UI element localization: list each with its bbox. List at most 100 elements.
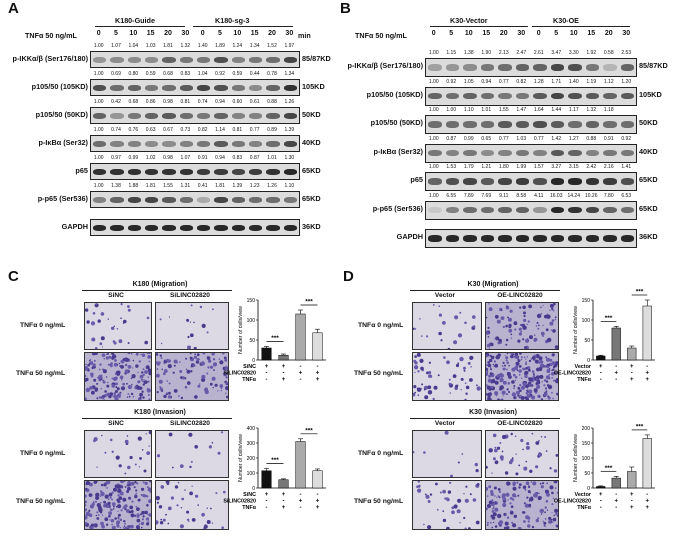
stained-cell: [486, 367, 489, 372]
title-underline: [410, 290, 560, 291]
title-underline: [82, 418, 232, 419]
stained-cell: [506, 516, 510, 519]
protein-band: [620, 64, 634, 71]
stained-cell: [108, 498, 110, 500]
stained-cell: [525, 445, 530, 450]
stained-cell: [457, 498, 462, 503]
group-label-b-1: K30-Vector: [450, 16, 488, 25]
stained-cell: [528, 503, 532, 507]
row-label-d: TNFα 50 ng/mL: [354, 498, 404, 505]
stained-cell: [224, 366, 228, 371]
protein-band: [93, 224, 107, 231]
stained-cell: [139, 374, 144, 379]
densitometry-value: 0.88: [586, 135, 597, 142]
stained-cell: [488, 485, 492, 489]
stained-cell: [489, 354, 492, 358]
densitometry-value: 0.99: [463, 135, 474, 142]
stained-cell: [535, 378, 538, 381]
stained-cell: [510, 333, 513, 336]
stained-cell: [223, 490, 226, 494]
protein-band: [231, 84, 245, 91]
stained-cell: [553, 303, 556, 306]
protein-band: [603, 235, 617, 242]
col-label-c-2: SiLINC02820: [170, 420, 210, 427]
stained-cell: [123, 322, 125, 324]
densitometry-value: 0.83: [232, 155, 243, 161]
stained-cell: [515, 365, 519, 369]
densitometry-value: 1.44: [551, 107, 562, 113]
stained-cell: [115, 382, 118, 386]
densitometry-value: 1.38: [463, 50, 474, 56]
stained-cell: [460, 377, 464, 381]
protein-band: [162, 196, 176, 203]
stained-cell: [95, 495, 100, 500]
protein-band: [249, 168, 263, 175]
stained-cell: [416, 353, 421, 357]
stained-cell: [524, 346, 527, 349]
stained-cell: [504, 355, 506, 357]
stained-cell: [140, 378, 143, 381]
densitometry-value: 0.69: [111, 71, 121, 77]
stained-cell: [490, 385, 493, 389]
molecular-weight-label: 85/87KD: [302, 54, 331, 63]
stained-cell: [540, 508, 544, 513]
densitometry-value: 0.77: [533, 135, 544, 142]
panel-letter-c: C: [8, 268, 19, 285]
stained-cell: [512, 498, 515, 501]
stained-cell: [540, 312, 543, 315]
stained-cell: [529, 335, 533, 340]
densitometry-value: 1.03: [516, 135, 527, 142]
stained-cell: [105, 523, 109, 526]
protein-band: [266, 56, 280, 63]
protein-band: [214, 84, 228, 91]
protein-band: [93, 56, 107, 63]
stained-cell: [469, 493, 472, 496]
stained-cell: [492, 512, 497, 517]
stained-cell: [128, 511, 131, 514]
col-label-d-1: Vector: [434, 420, 456, 427]
protein-band: [498, 178, 512, 185]
stained-cell: [448, 382, 452, 386]
stained-cell: [492, 508, 494, 510]
stained-cell: [136, 507, 140, 511]
stained-cell: [146, 504, 149, 507]
stained-cell: [497, 521, 502, 526]
densitometry-value: 1.32: [180, 43, 191, 49]
stained-cell: [502, 380, 507, 385]
stained-cell: [147, 486, 149, 488]
stained-cell: [223, 356, 227, 360]
stained-cell: [518, 374, 521, 376]
invasion-title-c: K180 (Invasion): [134, 409, 186, 416]
stained-cell: [96, 382, 99, 385]
timepoint-label: 20: [268, 30, 276, 37]
stained-cell: [509, 502, 512, 505]
stained-cell: [555, 454, 558, 457]
stained-cell: [123, 319, 127, 324]
y-axis-label: Number of cells/view: [573, 434, 579, 482]
y-tick-label: 50: [584, 471, 590, 477]
densitometry-value: 0.91: [603, 135, 614, 142]
stained-cell: [148, 499, 151, 503]
protein-band: [214, 224, 228, 231]
stained-cell: [114, 376, 118, 380]
stained-cell: [486, 332, 489, 335]
stained-cell: [103, 500, 106, 504]
stained-cell: [507, 317, 512, 322]
stained-cell: [156, 454, 161, 458]
transwell-micrograph: [155, 480, 229, 530]
densitometry-value: 3.30: [568, 50, 579, 56]
stained-cell: [537, 361, 541, 364]
condition-sign: -: [300, 364, 302, 370]
protein-band: [515, 64, 529, 71]
protein-band: [445, 64, 459, 71]
stained-cell: [168, 432, 173, 437]
y-tick-label: 50: [249, 338, 255, 344]
protein-band: [620, 121, 634, 128]
stained-cell: [546, 482, 548, 485]
stained-cell: [437, 374, 440, 377]
stained-cell: [550, 363, 553, 366]
stained-cell: [139, 457, 142, 460]
stained-cell: [494, 391, 499, 396]
densitometry-value: 0.67: [163, 127, 173, 133]
y-tick-label: 100: [582, 456, 591, 462]
